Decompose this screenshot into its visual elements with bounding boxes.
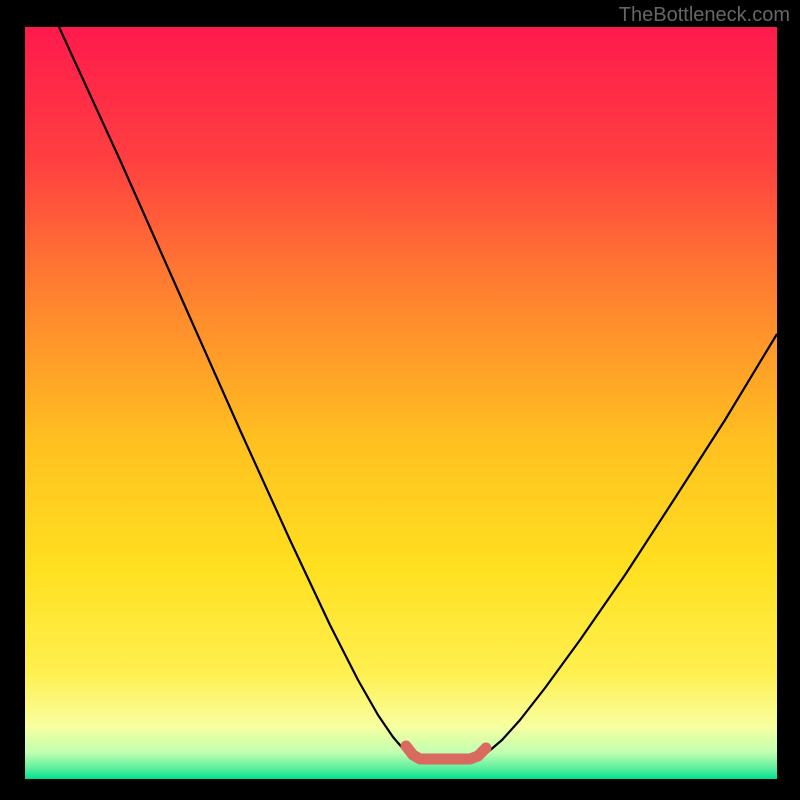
bottleneck-curve <box>59 27 777 759</box>
plot-area <box>25 27 777 779</box>
attribution-text: TheBottleneck.com <box>619 4 790 27</box>
highlight-segment <box>406 746 486 759</box>
chart-svg <box>25 27 777 779</box>
